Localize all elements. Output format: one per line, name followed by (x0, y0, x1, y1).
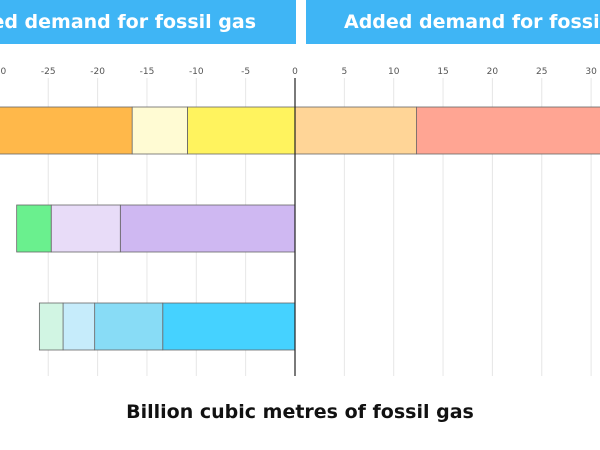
x-tick-label: -15 (140, 67, 155, 77)
bar-segment (119, 204, 296, 253)
bar-segment (62, 302, 96, 351)
x-tick-label: 20 (487, 67, 499, 77)
x-tick-label: -5 (241, 67, 250, 77)
x-axis-label: Billion cubic metres of fossil gas (126, 401, 474, 423)
x-tick-label: 25 (536, 67, 547, 77)
panel-title-added-demand: Added demand for fossil gas (306, 0, 600, 44)
x-tick-label: -25 (41, 67, 56, 77)
bar-segment (16, 204, 52, 253)
x-tick-label: -30 (0, 67, 7, 77)
bar-segment (0, 106, 133, 155)
x-tick-label: 30 (585, 67, 597, 77)
x-tick-label: 0 (292, 67, 298, 77)
bar-segment (294, 106, 417, 155)
panel-title-reduced-demand: Reduced demand for fossil gas (0, 0, 296, 44)
x-tick-label: 15 (437, 67, 448, 77)
x-tick-label: 10 (388, 67, 400, 77)
x-tick-label: -10 (189, 67, 204, 77)
x-tick-label: 5 (341, 67, 347, 77)
bar-segment (38, 302, 64, 351)
bar-segment (131, 106, 188, 155)
bar-segment (50, 204, 121, 253)
x-tick-label: -20 (90, 67, 105, 77)
bar-segment (94, 302, 164, 351)
bar-segment (162, 302, 296, 351)
bar-segment (416, 106, 600, 155)
bar-segment (187, 106, 296, 155)
